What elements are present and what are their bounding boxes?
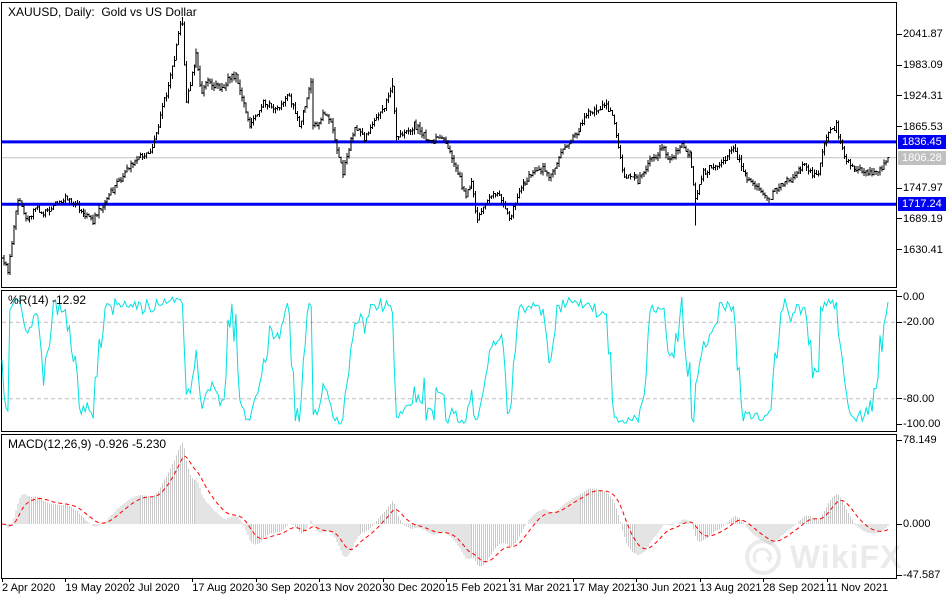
macd-axis-label: 0.000	[903, 518, 931, 530]
price-axis-label: 1689.19	[903, 212, 943, 225]
close-ticks	[2, 23, 890, 274]
wpr-axis-label-tick	[897, 398, 902, 400]
date-axis-label[interactable]: 2 Jul 2020	[128, 582, 180, 594]
date-axis-label[interactable]: 15 Feb 2021	[445, 582, 508, 594]
macd-histogram	[3, 442, 889, 567]
date-axis-tick	[826, 578, 828, 582]
price-axis-label-tick	[897, 95, 902, 97]
williams-r-line	[1, 296, 889, 425]
price-axis-label: 1747.97	[903, 182, 943, 195]
wpr-axis-label: -20.00	[903, 316, 935, 329]
date-axis-label[interactable]: 13 Aug 2021	[699, 582, 762, 594]
wpr-axis-label-tick	[897, 296, 902, 298]
price-axis-label: 1865.53	[903, 120, 943, 133]
wpr-axis-label: 0.00	[903, 290, 925, 303]
macd-axis-label: 78.149	[903, 434, 937, 446]
chart-title: XAUUSD, Daily: Gold vs US Dollar	[8, 5, 197, 19]
date-axis-label[interactable]: 30 Jun 2021	[636, 582, 697, 594]
date-axis-tick	[2, 578, 3, 582]
date-axis-tick	[509, 578, 511, 582]
date-axis-label[interactable]: 13 Nov 2020	[319, 582, 382, 594]
price-axis-label: 1983.09	[903, 59, 943, 72]
macd-label: MACD(12,26,9) -0.926 -5.230	[8, 437, 167, 451]
bid-price-badge: 1806.28	[898, 150, 946, 165]
macd-panel[interactable]	[1, 434, 897, 579]
price-axis-label-tick	[897, 218, 902, 220]
date-axis-label[interactable]: 30 Dec 2020	[382, 582, 445, 594]
date-axis-tick	[65, 578, 67, 582]
wpr-panel-border	[1, 290, 897, 432]
price-axis-label-tick	[897, 126, 902, 128]
price-axis-label-tick	[897, 33, 902, 35]
watermark-text: WikiFX	[790, 538, 903, 575]
date-axis-label[interactable]: 17 Aug 2020	[192, 582, 255, 594]
williams-r-label: %R(14) -12.92	[8, 293, 87, 307]
date-axis-tick	[128, 578, 130, 582]
date-axis-label[interactable]: 28 Sep 2021	[763, 582, 826, 594]
price-panel-border	[1, 2, 897, 288]
macd-axis-label-tick	[897, 523, 902, 525]
level-price-badge: 1717.24	[898, 197, 946, 212]
price-axis-label: 1924.31	[903, 89, 943, 102]
price-axis-label-tick	[897, 249, 902, 251]
date-axis-label[interactable]: 17 May 2021	[572, 582, 637, 594]
macd-axis-label-tick	[897, 574, 902, 576]
date-axis-label[interactable]: 30 Sep 2020	[255, 582, 319, 594]
date-axis-tick	[636, 578, 638, 582]
date-axis-tick	[572, 578, 574, 582]
date-axis-tick	[192, 578, 194, 582]
macd-panel-border	[1, 434, 897, 579]
date-axis-label[interactable]: 19 May 2020	[65, 582, 130, 594]
macd-axis-label: -47.587	[903, 569, 941, 582]
date-axis-label[interactable]: 31 Mar 2021	[509, 582, 572, 594]
date-axis-tick	[763, 578, 765, 582]
date-axis-tick	[319, 578, 321, 582]
level-price-badge: 1836.45	[898, 134, 946, 149]
date-axis-tick	[382, 578, 384, 582]
price-axis-label-tick	[897, 187, 902, 189]
wpr-axis-label: -80.00	[903, 392, 935, 405]
price-chart-panel[interactable]	[1, 2, 897, 288]
price-axis-label-tick	[897, 64, 902, 66]
price-axis-label: 2041.87	[903, 28, 943, 41]
date-axis-label[interactable]: 11 Nov 2021	[826, 582, 889, 594]
wpr-axis-label: -100.00	[903, 418, 941, 431]
date-axis-label[interactable]: 2 Apr 2020	[2, 582, 56, 594]
wpr-axis-label-tick	[897, 321, 902, 323]
date-axis-tick	[445, 578, 447, 582]
wikifx-watermark: WikiFX	[744, 538, 902, 576]
macd-axis-label-tick	[897, 439, 902, 441]
wpr-axis-label-tick	[897, 423, 902, 425]
date-axis-tick	[699, 578, 701, 582]
price-axis-label: 1630.41	[903, 243, 943, 256]
date-axis-tick	[255, 578, 257, 582]
williams-r-panel[interactable]	[1, 290, 897, 432]
